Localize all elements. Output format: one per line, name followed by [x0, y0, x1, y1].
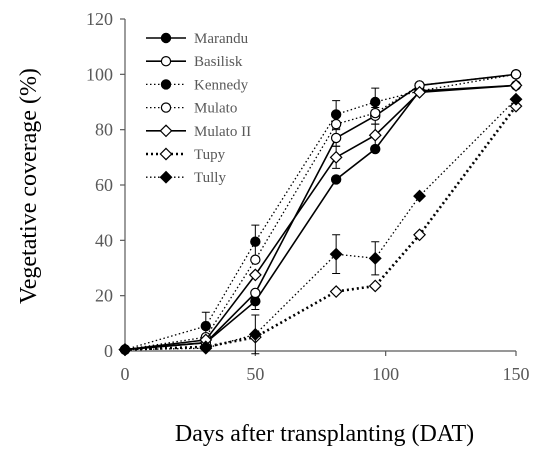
- data-point: [413, 189, 427, 203]
- series-mulato: [119, 69, 522, 355]
- series-line: [124, 105, 518, 351]
- data-point: [368, 279, 382, 293]
- legend-item-basilisk: Basilisk: [146, 54, 243, 70]
- legend-marker: [160, 32, 172, 44]
- y-axis-title: Vegetative coverage (%): [16, 68, 42, 304]
- series-line: [124, 73, 517, 351]
- series-layer: [118, 69, 523, 357]
- y-tick-label: 0: [104, 341, 113, 361]
- legend-item-mulato: Mulato: [146, 101, 237, 117]
- x-tick-label: 50: [246, 364, 264, 384]
- legend-label: Marandu: [194, 31, 249, 47]
- y-tick-label: 40: [95, 230, 113, 250]
- data-point: [370, 96, 381, 108]
- series-tully: [118, 92, 523, 357]
- data-point: [329, 247, 343, 261]
- legend: Marandu Basilisk Kennedy Mulato Mulato II Tup…: [146, 31, 251, 186]
- legend-label: Basilisk: [194, 54, 243, 70]
- legend-item-kennedy: Kennedy: [146, 77, 249, 93]
- legend-label: Tupy: [194, 147, 226, 163]
- y-tick-label: 60: [95, 175, 113, 195]
- data-point: [509, 99, 523, 113]
- legend-marker: [160, 79, 172, 90]
- data-point: [413, 228, 427, 242]
- x-tick-label: 0: [121, 364, 130, 384]
- data-point: [248, 327, 262, 341]
- series-line: [124, 98, 517, 351]
- data-point: [330, 174, 342, 185]
- x-tick-label: 150: [503, 364, 530, 384]
- data-point: [199, 341, 213, 355]
- legend-label: Tully: [194, 170, 226, 186]
- series-line: [124, 84, 517, 351]
- y-tick-label: 100: [86, 64, 113, 84]
- y-tick-label: 80: [95, 120, 113, 140]
- data-point: [250, 236, 261, 247]
- tick-labels: 0 20 40 60 80 100 120 0 50 100 150: [86, 9, 530, 384]
- data-point: [509, 92, 523, 106]
- legend-label: Kennedy: [194, 77, 249, 93]
- legend-marker: [160, 102, 172, 113]
- series-kennedy: [119, 69, 522, 355]
- data-point: [248, 268, 262, 282]
- series-line: [124, 84, 517, 351]
- data-point: [330, 109, 342, 120]
- x-tick-label: 100: [372, 364, 399, 384]
- x-axis-title: Days after transplanting (DAT): [175, 421, 474, 447]
- series-mulato-ii: [118, 78, 523, 357]
- data-point: [368, 128, 382, 142]
- data-point: [250, 254, 261, 265]
- data-point: [250, 287, 261, 299]
- legend-marker: [159, 124, 173, 138]
- legend-item-mulato-ii: Mulato II: [146, 124, 251, 140]
- series-marandu: [119, 80, 522, 355]
- data-point: [509, 78, 523, 92]
- series-basilisk: [119, 69, 522, 355]
- data-point: [413, 85, 427, 99]
- data-point: [329, 285, 343, 298]
- data-point: [329, 150, 343, 164]
- data-point: [200, 320, 212, 332]
- legend-marker: [159, 147, 173, 161]
- data-point: [368, 251, 382, 265]
- series-tupy: [118, 99, 523, 357]
- data-point: [370, 107, 381, 119]
- data-point: [330, 118, 342, 130]
- legend-label: Mulato: [194, 101, 237, 117]
- legend-item-tully: Tully: [146, 170, 226, 186]
- legend-item-tupy: Tupy: [146, 147, 226, 163]
- series-line: [124, 73, 517, 351]
- data-point: [510, 69, 522, 80]
- data-point: [330, 132, 342, 144]
- legend-marker: [160, 56, 172, 67]
- legend-label: Mulato II: [194, 124, 251, 140]
- legend-item-marandu: Marandu: [146, 31, 249, 47]
- data-point: [118, 343, 132, 357]
- y-tick-label: 20: [95, 286, 113, 306]
- y-tick-label: 120: [86, 9, 113, 29]
- series-line: [124, 73, 517, 351]
- legend-marker: [159, 170, 173, 184]
